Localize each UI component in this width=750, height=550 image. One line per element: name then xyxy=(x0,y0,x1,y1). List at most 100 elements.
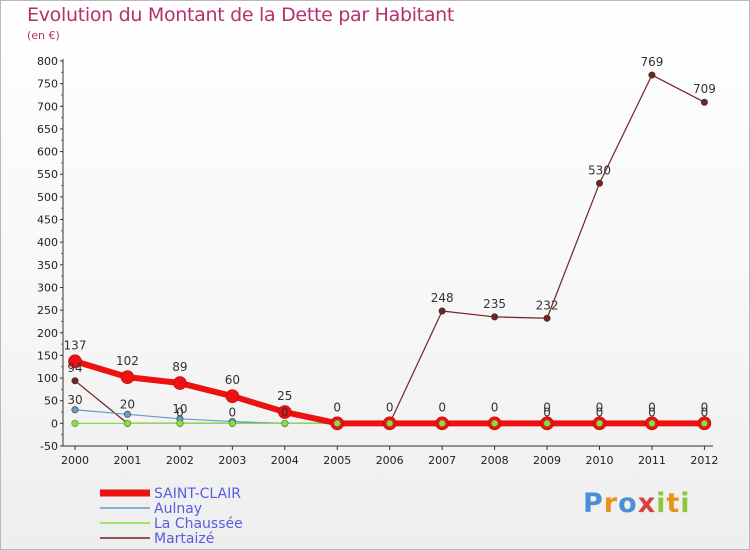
x-tick-label: 2001 xyxy=(113,454,141,467)
data-point xyxy=(333,419,341,427)
y-tick-label: 400 xyxy=(37,236,58,249)
data-label: 0 xyxy=(648,405,656,419)
data-label: 10 xyxy=(172,402,187,416)
data-label: 0 xyxy=(176,405,184,419)
chart-title: Evolution du Montant de la Dette par Hab… xyxy=(27,4,455,26)
logo-letter: o xyxy=(618,488,638,519)
data-point xyxy=(71,419,79,427)
data-point xyxy=(68,354,82,369)
data-label: 20 xyxy=(120,397,135,411)
x-tick-label: 2009 xyxy=(533,454,561,467)
y-tick-label: 200 xyxy=(37,327,58,340)
data-point xyxy=(543,419,551,427)
series-line-martaiz- xyxy=(74,74,706,424)
y-tick-label: 800 xyxy=(37,55,58,68)
data-label: 530 xyxy=(588,163,611,177)
proxiti-logo: Proxiti xyxy=(583,488,691,519)
data-label: 0 xyxy=(229,405,237,419)
data-point xyxy=(120,370,135,384)
chart-subtitle: (en €) xyxy=(27,29,60,42)
data-point xyxy=(543,314,551,322)
legend-label: Aulnay xyxy=(154,501,202,517)
data-label: 0 xyxy=(386,400,394,414)
data-label: 232 xyxy=(536,298,559,312)
data-point xyxy=(491,313,499,321)
data-label: 0 xyxy=(596,400,604,414)
y-tick-label: 450 xyxy=(37,214,58,227)
y-tick-label: 550 xyxy=(37,168,58,181)
x-tick-label: 2007 xyxy=(428,454,456,467)
data-label: 235 xyxy=(483,297,506,311)
logo-letter: t xyxy=(666,488,681,519)
data-point xyxy=(228,419,236,427)
data-point xyxy=(281,419,289,427)
data-label: 0 xyxy=(438,400,446,414)
data-point xyxy=(176,419,184,427)
data-label: 102 xyxy=(116,354,139,368)
data-label: 137 xyxy=(64,338,87,352)
data-label: 94 xyxy=(67,361,82,375)
y-tick-label: 650 xyxy=(37,123,58,136)
logo-letter: x xyxy=(637,488,657,519)
legend-label: La Chaussée xyxy=(154,516,243,532)
data-point xyxy=(648,71,656,79)
x-tick-label: 2012 xyxy=(690,454,718,467)
logo-letter: P xyxy=(583,488,604,519)
y-tick-label: 600 xyxy=(37,146,58,159)
logo-letter: i xyxy=(680,488,691,519)
x-tick-label: 2005 xyxy=(323,454,351,467)
data-label: 0 xyxy=(596,405,604,419)
data-point xyxy=(124,419,131,427)
data-point xyxy=(71,377,79,385)
data-point xyxy=(700,419,708,427)
data-point xyxy=(700,98,708,106)
data-point xyxy=(123,410,131,418)
legend-label: SAINT-CLAIR xyxy=(154,486,241,502)
data-point xyxy=(491,419,499,427)
data-label: 0 xyxy=(701,405,709,419)
y-tick-label: 0 xyxy=(51,417,58,430)
y-tick-label: 750 xyxy=(37,78,58,91)
y-tick-label: 100 xyxy=(37,372,58,385)
y-tick-label: -50 xyxy=(40,440,58,453)
data-point xyxy=(596,419,603,427)
data-label: 769 xyxy=(640,55,663,69)
data-label: 0 xyxy=(281,405,289,419)
data-point xyxy=(225,389,240,403)
data-label: 60 xyxy=(225,373,240,387)
data-label: 0 xyxy=(543,405,551,419)
logo-letter: i xyxy=(656,488,667,519)
data-point xyxy=(277,405,292,419)
y-tick-label: 150 xyxy=(37,349,58,362)
data-label: 0 xyxy=(648,400,656,414)
y-tick-label: 300 xyxy=(37,281,58,294)
data-point xyxy=(71,406,79,414)
data-point xyxy=(386,419,394,427)
data-label: 248 xyxy=(431,291,454,305)
data-label: 0 xyxy=(543,400,551,414)
data-label: 0 xyxy=(701,400,709,414)
x-tick-label: 2002 xyxy=(166,454,194,467)
y-tick-label: 700 xyxy=(37,100,58,113)
logo-letter: r xyxy=(603,488,619,519)
data-label: 30 xyxy=(67,393,82,407)
data-label: 89 xyxy=(172,360,187,374)
x-tick-label: 2010 xyxy=(586,454,614,467)
data-label: 25 xyxy=(277,389,292,403)
data-point xyxy=(438,307,446,315)
data-label: 0 xyxy=(333,400,341,414)
data-point xyxy=(595,179,603,187)
x-tick-label: 2000 xyxy=(61,454,89,467)
x-tick-label: 2004 xyxy=(271,454,299,467)
data-label: 709 xyxy=(693,82,716,96)
y-tick-label: 350 xyxy=(37,259,58,272)
y-tick-label: 250 xyxy=(37,304,58,317)
legend-label: Martaizé xyxy=(154,531,214,547)
x-tick-label: 2003 xyxy=(218,454,246,467)
data-point xyxy=(438,419,446,427)
data-point xyxy=(648,419,656,427)
y-tick-label: 50 xyxy=(44,395,58,408)
y-tick-label: 500 xyxy=(37,191,58,204)
